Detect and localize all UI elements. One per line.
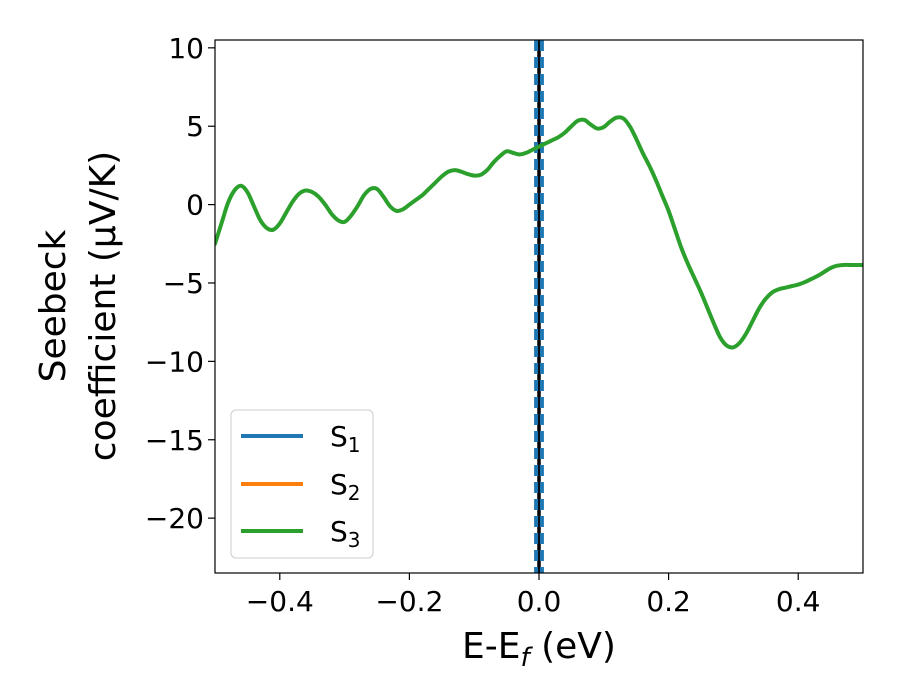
legend-label-S1: S1 xyxy=(330,420,361,457)
y-axis: 10 5 0 −5 −10 −15 −20 xyxy=(145,32,215,535)
legend-label-S2: S2 xyxy=(330,468,361,505)
y-tick-label: 10 xyxy=(168,32,204,65)
x-tick-label: 0.4 xyxy=(776,585,821,618)
x-tick-label: −0.4 xyxy=(246,585,314,618)
x-tick-label: −0.2 xyxy=(375,585,443,618)
y-tick-label: 5 xyxy=(186,110,204,143)
y-tick-label: 0 xyxy=(186,189,204,222)
y-tick-label: −10 xyxy=(145,345,204,378)
series-lines xyxy=(215,115,863,350)
y-axis-label-line1: Seebeck xyxy=(33,229,74,382)
x-tick-label: 0.2 xyxy=(646,585,691,618)
legend-label-S3: S3 xyxy=(330,515,361,552)
y-axis-label-line2: coefficient (μV/K) xyxy=(83,151,124,461)
y-tick-label: −5 xyxy=(163,267,204,300)
x-axis-label: E-Ef (eV) xyxy=(462,626,616,673)
x-axis: −0.4 −0.2 0.0 0.2 0.4 xyxy=(246,573,821,618)
series-line-S3 xyxy=(215,115,863,350)
y-tick-label: −15 xyxy=(145,424,204,457)
x-tick-label: 0.0 xyxy=(517,585,562,618)
vertical-lines xyxy=(534,40,544,573)
y-tick-label: −20 xyxy=(145,502,204,535)
y-axis-label: Seebeck coefficient (μV/K) xyxy=(33,151,124,461)
legend: S1 S2 S3 xyxy=(230,409,374,559)
